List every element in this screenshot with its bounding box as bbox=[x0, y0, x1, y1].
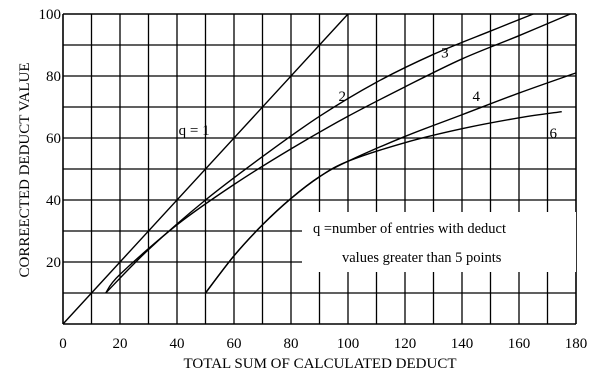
series-label: 6 bbox=[549, 126, 557, 142]
y-tick-label: 20 bbox=[46, 255, 61, 271]
y-axis-label: CORREECTED DEDUCT VALUE bbox=[17, 62, 33, 277]
series-label: 2 bbox=[339, 89, 347, 105]
x-tick-label: 180 bbox=[565, 336, 588, 352]
x-tick-label: 0 bbox=[59, 336, 67, 352]
x-tick-label: 160 bbox=[508, 336, 531, 352]
x-tick-label: 60 bbox=[227, 336, 242, 352]
grid bbox=[62, 13, 577, 325]
annotation-note: q =number of entries with deduct values … bbox=[302, 212, 576, 272]
series-label: q = 1 bbox=[179, 123, 210, 139]
annotation-background bbox=[302, 212, 576, 272]
x-tick-label: 80 bbox=[284, 336, 299, 352]
series-label: 4 bbox=[473, 89, 481, 105]
x-axis-label: TOTAL SUM OF CALCULATED DEDUCT bbox=[184, 356, 457, 372]
curve-series-1 bbox=[62, 13, 349, 325]
y-tick-label: 80 bbox=[46, 69, 61, 85]
series-labels: q = 1 2 3 4 6 bbox=[179, 45, 558, 142]
x-tick-label: 40 bbox=[170, 336, 185, 352]
x-tick-label: 120 bbox=[394, 336, 417, 352]
curve-series-5 bbox=[204, 110, 562, 294]
x-tick-label: 140 bbox=[451, 336, 474, 352]
x-tick-label: 20 bbox=[113, 336, 128, 352]
y-tick-labels: 20 40 60 80 100 bbox=[39, 7, 62, 271]
series-label: 3 bbox=[441, 45, 449, 61]
curve-series-3 bbox=[105, 13, 571, 294]
x-tick-label: 100 bbox=[337, 336, 360, 352]
y-tick-label: 40 bbox=[46, 193, 61, 209]
annotation-line-2: values greater than 5 points bbox=[342, 250, 502, 266]
y-tick-label: 100 bbox=[39, 7, 62, 23]
y-tick-label: 60 bbox=[46, 131, 61, 147]
annotation-line-1: q =number of entries with deduct bbox=[313, 221, 506, 237]
curves bbox=[62, 13, 577, 325]
x-tick-labels: 0 20 40 60 80 100 120 140 160 180 bbox=[59, 336, 587, 352]
